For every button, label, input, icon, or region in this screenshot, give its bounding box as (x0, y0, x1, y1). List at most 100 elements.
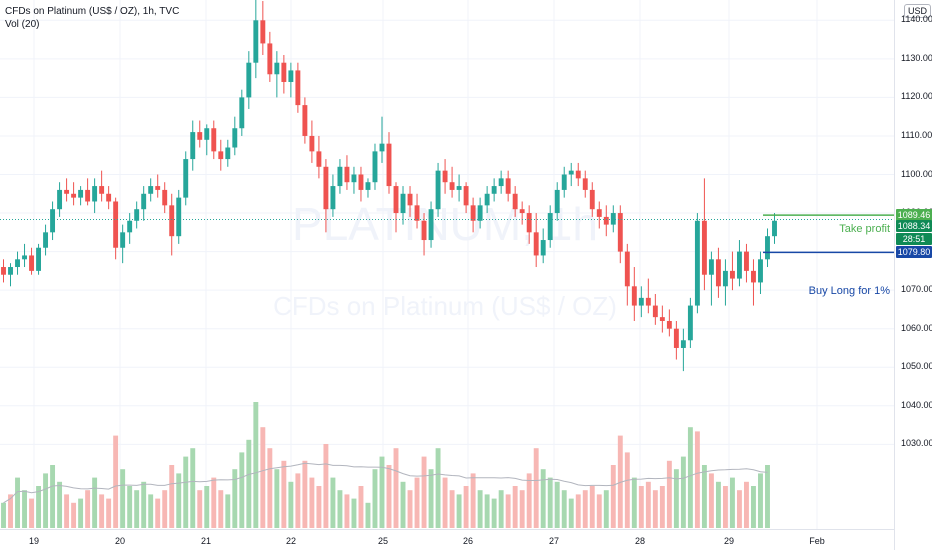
candle-body (505, 178, 511, 194)
price-tick-label: 1070.00 (901, 284, 932, 295)
candle (197, 120, 203, 148)
candle (708, 251, 714, 306)
volume-bar (183, 456, 189, 528)
candle-body (225, 147, 231, 160)
candle-body (148, 186, 154, 194)
price-tick-label: 1140.00 (901, 14, 932, 25)
candle-body (687, 305, 693, 341)
volume-bar (141, 481, 147, 528)
volume-bar (78, 498, 84, 528)
candle (1, 259, 6, 283)
candle (722, 259, 728, 306)
volume-bar (540, 469, 546, 528)
candle-body (267, 43, 273, 75)
time-axis[interactable]: 19 20 21 22 25 26 27 28 29 Feb (29, 536, 825, 546)
candle-body (533, 232, 539, 256)
candle-body (526, 213, 532, 233)
candle-body (218, 151, 224, 160)
volume-bar (442, 477, 448, 528)
volume-bar (729, 477, 735, 528)
volume-bar (470, 473, 476, 528)
candle (435, 162, 441, 217)
grid-layer (0, 0, 894, 529)
candle (15, 251, 20, 275)
candle (99, 170, 105, 202)
candle (120, 224, 126, 264)
candle (288, 62, 294, 98)
volume-bar (113, 435, 119, 528)
entry-price-tag: 1079.80 (896, 246, 932, 259)
price-tick-label: 1120.00 (901, 91, 932, 102)
volume-bar (603, 490, 609, 528)
candle-body (337, 166, 343, 187)
candle (92, 178, 98, 214)
volume-bar (330, 477, 336, 528)
volume-bar (372, 469, 378, 528)
volume-bar (666, 460, 672, 528)
price-tick-label: 1100.00 (901, 168, 932, 179)
volume-bar (505, 494, 511, 528)
candle-body (274, 62, 280, 75)
volume-bar (449, 490, 455, 528)
candle (456, 174, 462, 202)
candle-body (386, 143, 392, 187)
candle (744, 243, 749, 283)
volume-bar (596, 494, 602, 528)
candle-body (162, 189, 168, 206)
candle-body (43, 232, 49, 248)
candle (491, 178, 497, 202)
watermark-name: CFDs on Platinum (US$ / OZ) (273, 291, 617, 321)
candle (687, 297, 693, 348)
time-tick-label: 19 (29, 536, 39, 546)
take-profit-label: Take profit (839, 223, 890, 235)
price-tick-label: 1030.00 (901, 438, 932, 449)
volume-legend[interactable]: Vol (20) (5, 19, 40, 30)
candle (183, 151, 189, 206)
candle-body (330, 186, 336, 210)
candle-body (246, 62, 252, 98)
candle-body (701, 220, 707, 275)
candle (617, 205, 623, 264)
volume-bar (57, 481, 63, 528)
volume-bar (127, 486, 133, 528)
candle-body (15, 259, 20, 268)
volume-bar (50, 465, 56, 528)
candle-body (666, 320, 672, 329)
candle-body (596, 209, 602, 217)
bar-countdown-tag: 28:51 (896, 233, 932, 246)
candle (512, 186, 518, 217)
volume-bar (393, 448, 399, 528)
volume-bar (316, 486, 322, 528)
candle-body (582, 178, 588, 190)
candle-body (260, 20, 266, 44)
candle (680, 328, 686, 372)
symbol-legend[interactable]: CFDs on Platinum (US$ / OZ), 1h, TVC (5, 6, 180, 17)
candle-body (64, 189, 70, 194)
candle (484, 186, 490, 214)
candle-body (751, 270, 756, 283)
candle (631, 267, 637, 321)
candle-body (232, 128, 238, 148)
time-tick-label: 29 (724, 536, 734, 546)
price-axis[interactable] (894, 0, 932, 550)
candle-body (477, 205, 483, 221)
candle (372, 143, 378, 190)
candle (568, 162, 574, 187)
price-tick-label: 1050.00 (901, 361, 932, 372)
candle-body (155, 186, 161, 190)
candle (85, 178, 91, 206)
candle (533, 213, 539, 268)
candle (729, 251, 735, 291)
volume-bar (246, 439, 252, 528)
time-tick-label: 21 (201, 536, 211, 546)
candle (281, 54, 287, 94)
candle (638, 286, 644, 318)
candle (344, 155, 350, 190)
candle (673, 320, 679, 360)
volume-bar (169, 465, 175, 528)
currency-badge[interactable]: USD (904, 4, 932, 18)
candle-body (22, 255, 27, 260)
candle-body (351, 174, 357, 183)
